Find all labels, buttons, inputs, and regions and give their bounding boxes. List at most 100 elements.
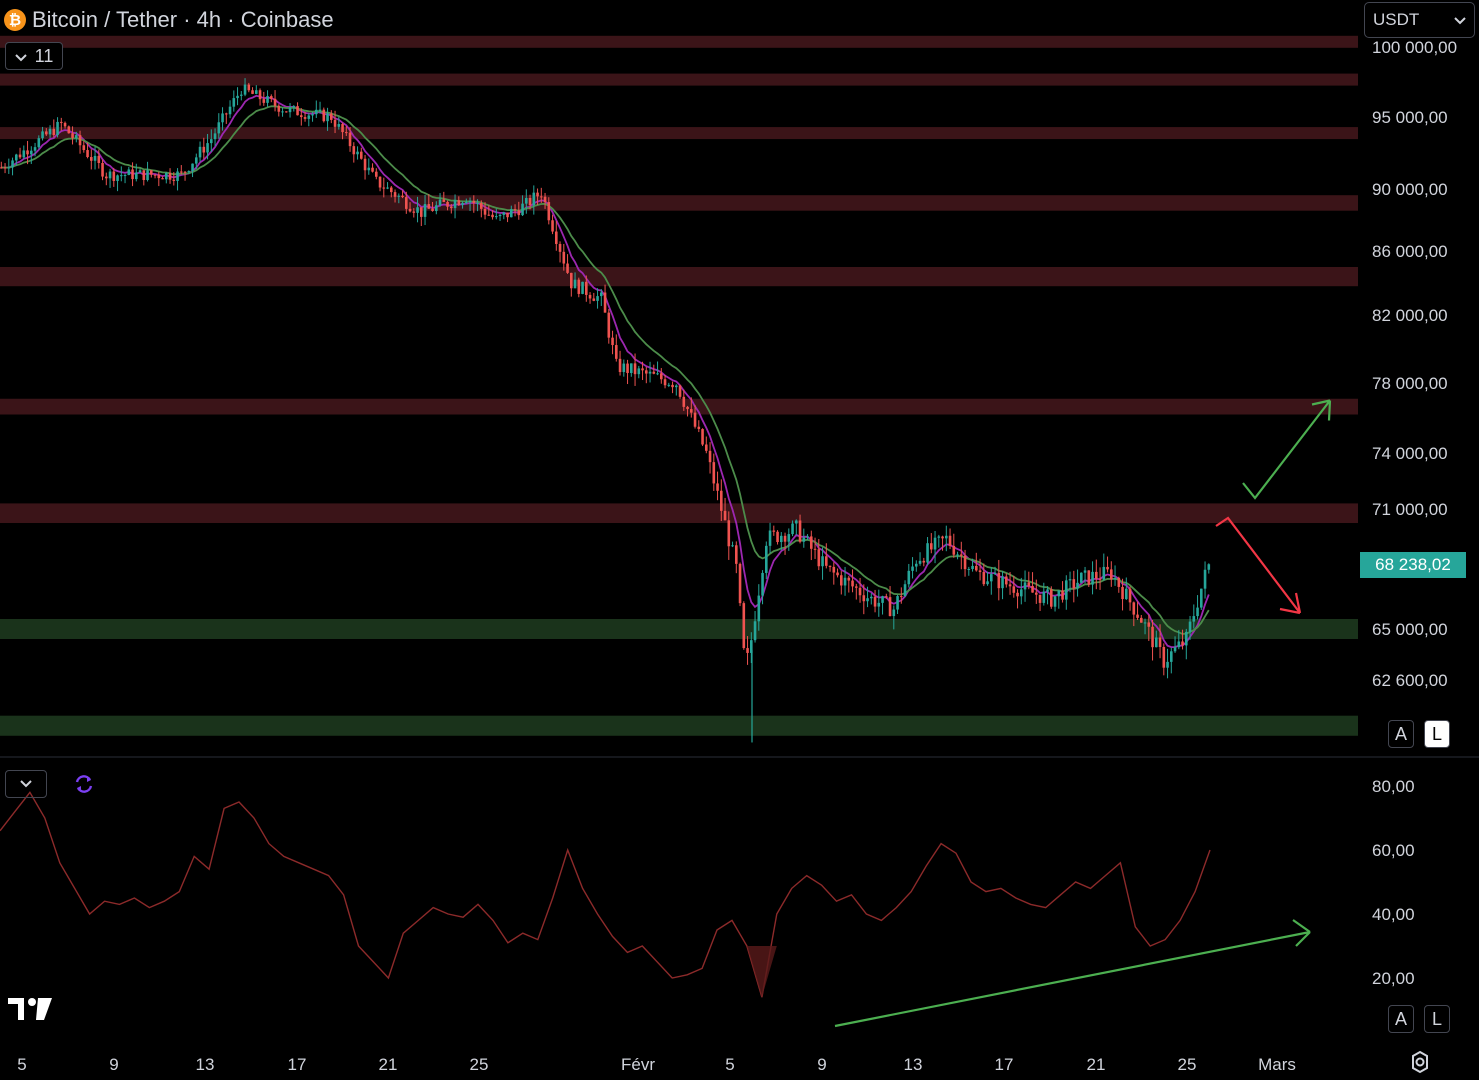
- candle-body: [930, 543, 933, 550]
- candle-body: [918, 560, 922, 564]
- candle-body: [183, 171, 187, 173]
- candle-body: [817, 549, 821, 567]
- candle-body: [348, 132, 352, 147]
- candle-body: [382, 187, 386, 189]
- candle-body: [551, 220, 554, 232]
- candle-body: [982, 572, 986, 585]
- candle-body: [903, 584, 907, 597]
- candle-body: [787, 534, 791, 542]
- candle-body: [311, 114, 314, 116]
- candle-body: [652, 371, 656, 374]
- currency-value: USDT: [1373, 10, 1420, 29]
- settings-gear-icon[interactable]: [1408, 1050, 1432, 1079]
- candle-body: [127, 169, 131, 176]
- candle-body: [862, 595, 866, 602]
- candle-body: [678, 385, 682, 397]
- candle-body: [615, 345, 618, 359]
- chevron-down-icon: [1454, 10, 1466, 30]
- candle-body: [502, 212, 506, 215]
- currency-select[interactable]: USDT: [1364, 2, 1475, 38]
- candle-body: [742, 603, 746, 649]
- candle-body: [1087, 570, 1091, 585]
- last-price-label: 68 238,02: [1360, 552, 1466, 578]
- candle-body: [1188, 621, 1192, 632]
- candle-body: [566, 263, 569, 273]
- candle-body: [1053, 596, 1057, 607]
- candle-body: [521, 203, 524, 216]
- candle-body: [1110, 569, 1113, 580]
- candle-body: [855, 586, 858, 588]
- rsi-log-scale-button[interactable]: L: [1424, 1005, 1450, 1033]
- candle-body: [116, 175, 119, 181]
- candle-body: [978, 570, 982, 573]
- candle-body: [63, 122, 67, 127]
- candle-body: [956, 554, 959, 556]
- auto-scale-button[interactable]: A: [1388, 720, 1414, 748]
- resistance-zone: [0, 35, 1358, 48]
- candle-body: [41, 131, 44, 139]
- candle-body: [296, 106, 299, 116]
- candle-body: [221, 113, 224, 123]
- candle-body: [798, 520, 802, 542]
- time-tick-label: 21: [379, 1055, 398, 1074]
- candle-body: [22, 150, 26, 158]
- candle-body: [753, 621, 757, 641]
- candle-body: [1046, 589, 1049, 592]
- candle-body: [948, 535, 952, 546]
- candle-body: [926, 543, 929, 563]
- candle-body: [457, 200, 461, 206]
- candle-body: [558, 243, 562, 252]
- candle-body: [573, 279, 577, 289]
- candle-body: [900, 596, 903, 598]
- time-tick-label: 9: [817, 1055, 826, 1074]
- indicator-toggle-button[interactable]: 11: [5, 42, 63, 70]
- time-tick-label: Févr: [621, 1055, 655, 1074]
- indicator-count: 11: [34, 45, 54, 66]
- candle-body: [423, 204, 427, 217]
- tradingview-logo-icon[interactable]: [8, 996, 54, 1027]
- candle-body: [1170, 651, 1173, 662]
- sync-icon[interactable]: [72, 772, 96, 796]
- candle-body: [67, 126, 71, 134]
- log-scale-button[interactable]: L: [1424, 720, 1450, 748]
- candle-body: [791, 523, 794, 535]
- candle-body: [517, 210, 521, 216]
- candle-body: [405, 197, 408, 209]
- candle-body: [1042, 591, 1046, 603]
- candle-body: [498, 214, 502, 217]
- candle-body: [450, 206, 453, 209]
- price-tick-label: 74 000,00: [1372, 444, 1448, 463]
- time-tick-label: 5: [17, 1055, 26, 1074]
- candle-body: [843, 577, 847, 586]
- candle-body: [453, 200, 457, 209]
- candle-body: [510, 209, 513, 218]
- rsi-auto-scale-button[interactable]: A: [1388, 1005, 1414, 1033]
- candle-body: [172, 179, 176, 181]
- candle-body: [262, 99, 266, 103]
- candle-body: [716, 483, 719, 491]
- candle-body: [247, 84, 251, 91]
- candle-body: [832, 566, 836, 573]
- candle-body: [491, 214, 494, 218]
- candle-body: [603, 292, 607, 313]
- candle-body: [701, 429, 704, 445]
- resistance-zone: [0, 267, 1358, 287]
- candle-body: [772, 530, 776, 532]
- time-tick-label: 25: [470, 1055, 489, 1074]
- candle-body: [633, 363, 637, 375]
- candle-body: [285, 111, 288, 113]
- rsi-collapse-button[interactable]: [5, 770, 47, 798]
- candle-body: [1065, 580, 1068, 600]
- candle-body: [675, 385, 678, 388]
- candle-body: [292, 106, 296, 108]
- candle-body: [341, 124, 344, 133]
- candle-body: [333, 119, 337, 127]
- candle-body: [600, 292, 603, 297]
- candle-body: [960, 554, 963, 556]
- candle-body: [45, 131, 48, 135]
- price-tick-label: 86 000,00: [1372, 242, 1448, 261]
- candle-body: [581, 281, 584, 294]
- candle-body: [810, 536, 813, 549]
- candle-body: [1128, 588, 1132, 603]
